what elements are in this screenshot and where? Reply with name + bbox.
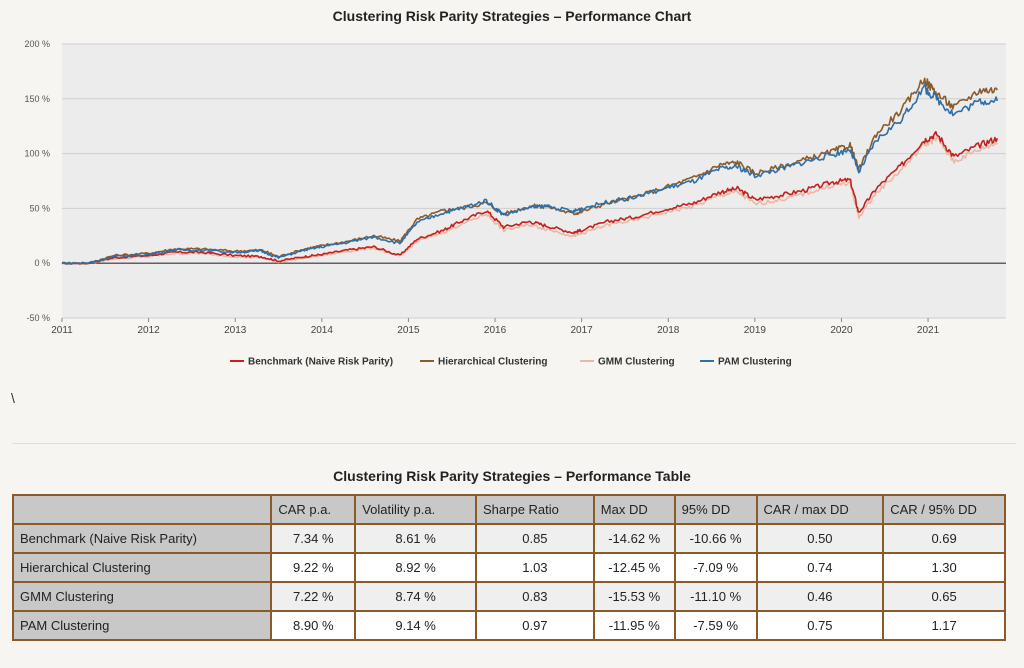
x-tick-label: 2020 xyxy=(830,325,853,336)
table-cell: 8.90 % xyxy=(270,610,357,641)
table-cell: -14.62 % xyxy=(592,523,676,554)
table-cell: 0.85 xyxy=(475,523,595,554)
table-cell: 0.97 xyxy=(475,610,595,641)
y-tick-label: -50 % xyxy=(26,313,50,323)
x-tick-label: 2021 xyxy=(917,325,940,336)
header-volatility: Volatility p.a. xyxy=(354,494,477,525)
table-cell: 9.14 % xyxy=(354,610,477,641)
table-cell: 0.75 xyxy=(755,610,885,641)
y-tick-label: 100 % xyxy=(24,149,50,159)
row-label: PAM Clustering xyxy=(11,610,273,641)
table-cell: 1.17 xyxy=(882,610,1006,641)
table-cell: 0.69 xyxy=(882,523,1006,554)
header-95-dd: 95% DD xyxy=(673,494,758,525)
y-tick-label: 0 % xyxy=(34,258,50,268)
legend-label: PAM Clustering xyxy=(718,357,792,368)
x-tick-label: 2018 xyxy=(657,325,680,336)
table-cell: 7.22 % xyxy=(270,581,357,612)
legend-label: Hierarchical Clustering xyxy=(438,357,547,368)
x-tick-label: 2011 xyxy=(51,325,73,336)
row-label: Hierarchical Clustering xyxy=(11,552,273,583)
header-car-max-dd: CAR / max DD xyxy=(755,494,885,525)
table-cell: 7.34 % xyxy=(270,523,357,554)
stray-backslash-text: \ xyxy=(11,390,15,406)
row-label: GMM Clustering xyxy=(11,581,273,612)
table-cell: -7.09 % xyxy=(673,552,758,583)
header-max-dd: Max DD xyxy=(592,494,676,525)
x-tick-label: 2013 xyxy=(224,325,247,336)
chart-title: Clustering Risk Parity Strategies – Perf… xyxy=(332,8,692,24)
table-title: Clustering Risk Parity Strategies – Perf… xyxy=(333,468,691,484)
performance-table: CAR p.a. Volatility p.a. Sharpe Ratio Ma… xyxy=(11,494,1006,641)
table-cell: 9.22 % xyxy=(270,552,357,583)
legend-label: GMM Clustering xyxy=(598,357,675,368)
x-tick-label: 2019 xyxy=(744,325,767,336)
table-cell: 8.92 % xyxy=(354,552,477,583)
series-line-3 xyxy=(61,83,999,265)
series-line-2 xyxy=(61,136,998,265)
table-cell: 8.74 % xyxy=(354,581,477,612)
table-cell: -11.95 % xyxy=(592,610,676,641)
x-tick-label: 2016 xyxy=(484,325,507,336)
table-cell: -15.53 % xyxy=(592,581,676,612)
table-row: GMM Clustering 7.22 % 8.74 % 0.83 -15.53… xyxy=(11,581,1006,612)
series-line-0 xyxy=(62,130,999,265)
table-header-row: CAR p.a. Volatility p.a. Sharpe Ratio Ma… xyxy=(11,494,1006,525)
table-cell: -10.66 % xyxy=(673,523,758,554)
x-tick-label: 2017 xyxy=(571,325,594,336)
table-cell: 0.46 xyxy=(755,581,885,612)
y-tick-label: 150 % xyxy=(24,94,50,104)
table-row: Benchmark (Naive Risk Parity) 7.34 % 8.6… xyxy=(11,523,1006,554)
table-cell: 0.65 xyxy=(882,581,1006,612)
header-car: CAR p.a. xyxy=(270,494,357,525)
header-empty xyxy=(11,494,273,525)
table-cell: 1.30 xyxy=(882,552,1006,583)
header-sharpe: Sharpe Ratio xyxy=(475,494,595,525)
x-tick-label: 2014 xyxy=(311,325,334,336)
table-row: Hierarchical Clustering 9.22 % 8.92 % 1.… xyxy=(11,552,1006,583)
x-tick-label: 2015 xyxy=(397,325,420,336)
table-cell: 0.50 xyxy=(755,523,885,554)
table-cell: 0.83 xyxy=(475,581,595,612)
section-divider xyxy=(12,443,1016,444)
plot-area xyxy=(62,44,1006,318)
table-cell: -7.59 % xyxy=(673,610,758,641)
performance-chart: -50 % 0 % 50 % 100 % 150 % 200 % 2011 2012 2013 2… xyxy=(24,39,1006,368)
x-tick-label: 2012 xyxy=(137,325,160,336)
y-tick-label: 50 % xyxy=(29,203,50,213)
table-cell: -12.45 % xyxy=(592,552,676,583)
table-cell: 8.61 % xyxy=(354,523,477,554)
table-cell: 0.74 xyxy=(755,552,885,583)
table-cell: -11.10 % xyxy=(673,581,758,612)
table-row: PAM Clustering 8.90 % 9.14 % 0.97 -11.95… xyxy=(11,610,1006,641)
header-car-95-dd: CAR / 95% DD xyxy=(882,494,1006,525)
legend-label: Benchmark (Naive Risk Parity) xyxy=(248,357,393,368)
row-label: Benchmark (Naive Risk Parity) xyxy=(11,523,273,554)
table-cell: 1.03 xyxy=(475,552,595,583)
y-tick-label: 200 % xyxy=(24,39,50,49)
